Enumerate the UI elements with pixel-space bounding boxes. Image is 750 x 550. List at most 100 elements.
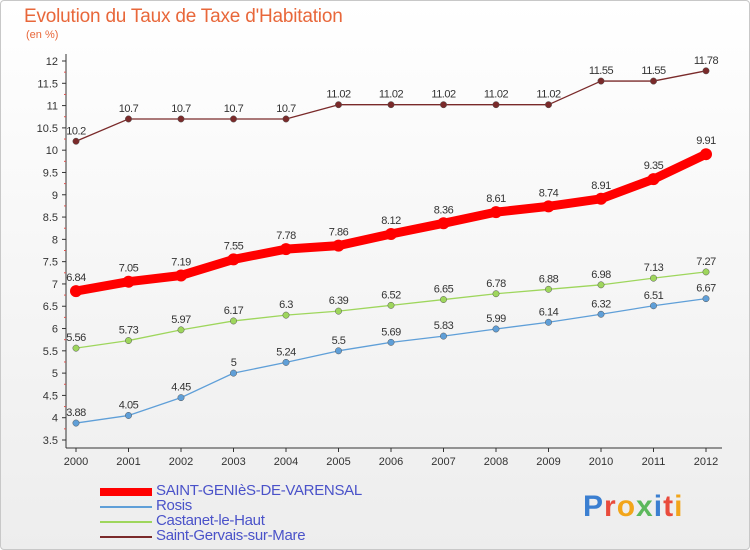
data-point [282, 115, 290, 123]
data-point [440, 296, 447, 303]
data-label: 6.51 [644, 290, 664, 302]
data-label: 7.78 [276, 230, 296, 242]
data-label: 6.39 [329, 295, 349, 307]
data-point [72, 344, 80, 352]
data-label: 5.24 [276, 346, 296, 358]
data-point [177, 394, 185, 402]
data-label: 5.83 [434, 320, 454, 332]
data-point [545, 101, 552, 109]
data-point [125, 412, 132, 419]
y-tick-label: 7 [52, 279, 58, 291]
data-label: 6.32 [591, 298, 611, 310]
data-point [597, 310, 605, 318]
data-point [335, 307, 342, 315]
data-label: 10.7 [276, 103, 296, 115]
data-point [490, 206, 502, 219]
logo-letter: t [663, 490, 675, 523]
x-tick-label: 2010 [589, 456, 613, 468]
y-tick-label: 6.5 [43, 301, 58, 313]
y-tick-label: 9 [52, 190, 58, 202]
data-label: 11.02 [379, 89, 404, 101]
legend-swatch-saint-genies [100, 488, 152, 496]
y-tick-label: 3.5 [43, 435, 58, 447]
data-label: 8.74 [539, 187, 559, 199]
data-label: 7.05 [119, 263, 139, 275]
data-label: 8.36 [434, 204, 454, 216]
data-point [70, 285, 82, 298]
data-point [647, 173, 660, 186]
data-point [440, 332, 447, 340]
data-label: 8.12 [381, 215, 401, 227]
data-point [335, 101, 342, 109]
y-tick-label: 12 [46, 56, 58, 68]
data-label: 9.91 [696, 135, 716, 147]
data-point [332, 239, 345, 252]
data-point [335, 347, 342, 355]
x-tick-label: 2005 [326, 456, 350, 468]
data-point [650, 302, 657, 310]
data-label: 11.02 [326, 89, 351, 101]
data-label: 4.05 [119, 399, 139, 411]
logo-letter: x [636, 490, 654, 523]
legend-label-saint-genies: SAINT-GENIèS-DE-VARENSAL [156, 482, 362, 499]
data-point [545, 318, 552, 326]
data-label: 11.55 [641, 65, 666, 77]
data-point [230, 317, 237, 325]
x-tick-label: 2004 [274, 456, 298, 468]
logo-letter: r [604, 490, 617, 523]
legend-swatch-rosis [100, 506, 152, 508]
y-tick-label: 11 [47, 101, 58, 113]
data-label: 11.02 [431, 89, 456, 101]
series-0: 6.84 7.05 7.19 7.55 7.78 7.86 8.12 8.36 8.61 8.74… [66, 135, 717, 298]
data-label: 5.69 [381, 326, 401, 338]
chart-title: Evolution du Taux de Taxe d'Habitation [24, 6, 343, 27]
data-label: 11.02 [536, 89, 561, 101]
y-tick-label: 7.5 [43, 257, 58, 269]
logo-letter: i [674, 490, 684, 523]
data-label: 9.35 [644, 160, 664, 172]
data-point [650, 274, 657, 282]
data-label: 6.14 [539, 306, 559, 318]
y-tick-label: 5.5 [43, 346, 58, 358]
logo-letter: i [653, 490, 664, 523]
data-label: 7.19 [171, 256, 191, 268]
legend-swatch-castanet [100, 521, 152, 523]
data-point [597, 77, 605, 85]
data-label: 4.45 [171, 382, 191, 394]
data-label: 10.7 [224, 103, 244, 115]
data-point [177, 326, 185, 334]
data-label: 8.91 [591, 180, 611, 192]
data-point [702, 295, 710, 303]
y-tick-label: 8.5 [43, 212, 58, 224]
data-label: 6.3 [279, 299, 293, 311]
x-tick-label: 2002 [169, 456, 193, 468]
data-label: 10.7 [119, 103, 139, 115]
y-tick-label: 9.5 [43, 167, 58, 179]
data-label: 6.84 [66, 272, 86, 284]
y-tick-label: 10.5 [37, 123, 58, 135]
logo-letter: P [583, 490, 605, 523]
data-label: 7.86 [329, 227, 349, 239]
data-label: 7.13 [644, 262, 664, 274]
data-label: 6.78 [486, 278, 506, 290]
data-label: 6.67 [696, 283, 716, 295]
y-tick-label: 6 [52, 324, 58, 336]
data-label: 5 [231, 357, 237, 369]
y-tick-label: 5 [52, 368, 58, 380]
data-point [125, 115, 132, 123]
data-point [230, 369, 237, 377]
data-point [702, 268, 710, 276]
data-label: 8.61 [486, 193, 506, 205]
x-tick-label: 2000 [64, 456, 88, 468]
data-point [72, 419, 80, 427]
y-tick-label: 4 [52, 413, 58, 425]
data-label: 11.78 [694, 55, 719, 67]
data-point [282, 311, 290, 319]
data-point [595, 192, 607, 205]
data-label: 6.88 [539, 273, 559, 285]
legend-label-castanet: Castanet-le-Haut [156, 512, 265, 529]
data-point [125, 337, 132, 345]
x-tick-label: 2001 [116, 456, 140, 468]
